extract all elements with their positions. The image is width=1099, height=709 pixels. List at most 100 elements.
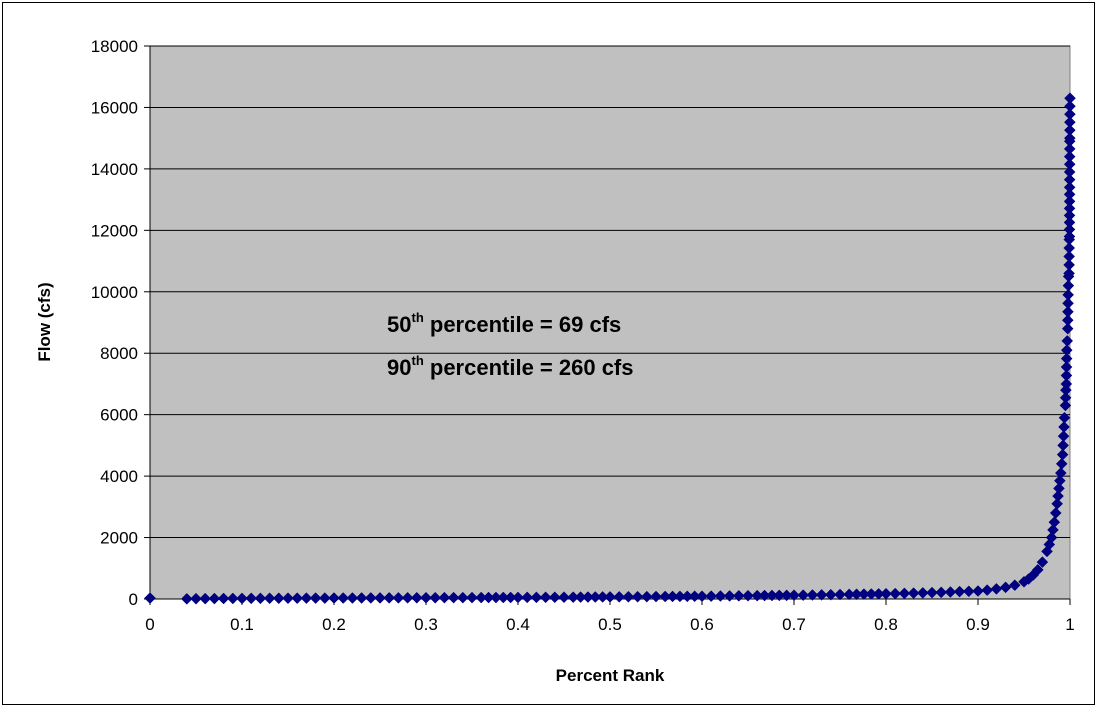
data-point-0 (144, 592, 156, 604)
x-tick-label-1: 1 (1065, 615, 1074, 634)
data-point-1 (180, 592, 193, 605)
y-tick-labels: 0 2000 4000 6000 8000 10000 12000 14000 16000 180… (91, 37, 138, 609)
data-point-39 (1008, 579, 1021, 592)
annotation-50th-text: percentile = 69 cfs (424, 312, 622, 337)
data-point-fill-8 (383, 592, 396, 604)
data-point-fill-36 (714, 590, 727, 602)
data-point-36 (981, 584, 994, 596)
y-tick-label-16000: 16000 (91, 98, 138, 117)
data-point-fill-6 (355, 592, 368, 604)
y-tick-label-2000: 2000 (100, 529, 138, 548)
x-tick-label-0: 0 (145, 615, 154, 634)
data-point-23 (631, 590, 644, 603)
data-point-fill-58 (1047, 524, 1059, 536)
data-point-fill-46 (834, 588, 846, 601)
data-point-43 (1031, 563, 1044, 576)
annotation-90th-number: 90 (387, 355, 411, 380)
data-point-58 (1061, 335, 1074, 347)
data-point-fill-21 (548, 591, 561, 604)
data-point-fill-54 (926, 586, 938, 599)
x-tick-label-0.5: 0.5 (598, 615, 622, 634)
data-point-2 (190, 592, 202, 605)
data-point-10 (291, 592, 304, 605)
data-point-16 (420, 591, 432, 604)
data-point-fill-82 (1063, 173, 1076, 186)
data-point-9 (272, 592, 285, 605)
data-point-44 (1036, 556, 1049, 568)
data-point-fill-74 (1063, 250, 1076, 263)
data-point-fill-1 (263, 592, 276, 605)
data-point-fill-61 (1054, 474, 1066, 487)
data-point-fill-86 (1063, 143, 1076, 155)
y-axis-title: Flow (cfs) (35, 282, 54, 361)
y-tick-label-12000: 12000 (91, 221, 138, 240)
data-point-fill-59 (1049, 507, 1062, 519)
y-tick-label-0: 0 (129, 590, 138, 609)
gridlines (150, 45, 1070, 539)
data-point-fill-72 (1062, 279, 1075, 292)
data-point-fill-26 (596, 591, 609, 603)
data-points (144, 92, 1076, 605)
data-point-fill-11 (429, 591, 442, 604)
data-point-14 (374, 592, 386, 604)
annotation-90th-text: percentile = 260 cfs (424, 355, 634, 380)
data-point-fill-27 (613, 590, 626, 603)
data-point-fill-63 (1057, 439, 1069, 452)
data-point-fill-20 (530, 591, 543, 604)
x-tick-label-0.9: 0.9 (966, 615, 990, 634)
data-point-fill-84 (1063, 158, 1076, 171)
data-point-54 (1059, 399, 1072, 412)
data-point-20 (539, 591, 552, 604)
data-point-26 (723, 590, 736, 602)
data-point-29 (815, 588, 828, 601)
data-point-56 (1060, 378, 1073, 390)
data-point-fill-83 (1063, 166, 1076, 178)
data-point-fill-77 (1063, 216, 1076, 229)
data-point-fill-38 (742, 589, 754, 602)
data-point-fill-37 (732, 589, 745, 602)
data-point-fill-30 (650, 590, 662, 603)
data-point-fill-57 (1043, 538, 1056, 551)
annotation-90th-sup: th (411, 353, 423, 368)
data-point-59 (1061, 322, 1074, 335)
annotation-50th: 50th percentile = 69 cfs (387, 310, 621, 337)
x-tick-label-0.8: 0.8 (874, 615, 898, 634)
data-point-fill-2 (282, 592, 294, 605)
x-tick-label-0.2: 0.2 (322, 615, 346, 634)
data-point-fill-89 (1064, 108, 1076, 121)
data-point-fill-0 (245, 592, 258, 605)
data-point-fill-34 (688, 590, 701, 603)
data-point-fill-4 (318, 592, 331, 604)
data-point-fill-52 (898, 587, 911, 600)
y-tick-label-10000: 10000 (91, 283, 138, 302)
x-tick-label-0.3: 0.3 (414, 615, 438, 634)
data-point-fill-13 (456, 591, 469, 604)
data-point-fill-69 (1061, 314, 1074, 327)
data-point-fill-81 (1063, 188, 1076, 201)
data-point-fill-64 (1058, 421, 1070, 433)
data-point-fill-76 (1063, 223, 1076, 236)
data-point-fill-67 (1060, 361, 1073, 373)
annotations: 50th percentile = 69 cfs 90th percentile… (387, 310, 634, 380)
data-point-13 (346, 592, 359, 604)
data-point-fill-50 (872, 588, 885, 600)
y-tick-label-14000: 14000 (91, 160, 138, 179)
data-point-64 (1063, 230, 1076, 243)
data-point-34 (953, 585, 966, 598)
x-axis-title: Percent Rank (556, 666, 665, 685)
data-point-11 (309, 592, 322, 604)
data-point-fill-88 (1064, 116, 1076, 129)
data-point-33 (935, 586, 948, 599)
data-point-fill-35 (705, 590, 718, 602)
data-point-fill-22 (558, 591, 570, 604)
data-point-fill-44 (806, 589, 819, 601)
annotation-90th: 90th percentile = 260 cfs (387, 353, 634, 380)
data-point-62 (1063, 267, 1075, 280)
data-point-fill-56 (962, 585, 975, 598)
data-point-fill-42 (780, 589, 793, 602)
data-point-fill-5 (337, 592, 350, 604)
data-point-fill-18 (504, 591, 517, 604)
data-point-fill-68 (1060, 352, 1073, 365)
data-point-fill-28 (622, 590, 635, 603)
